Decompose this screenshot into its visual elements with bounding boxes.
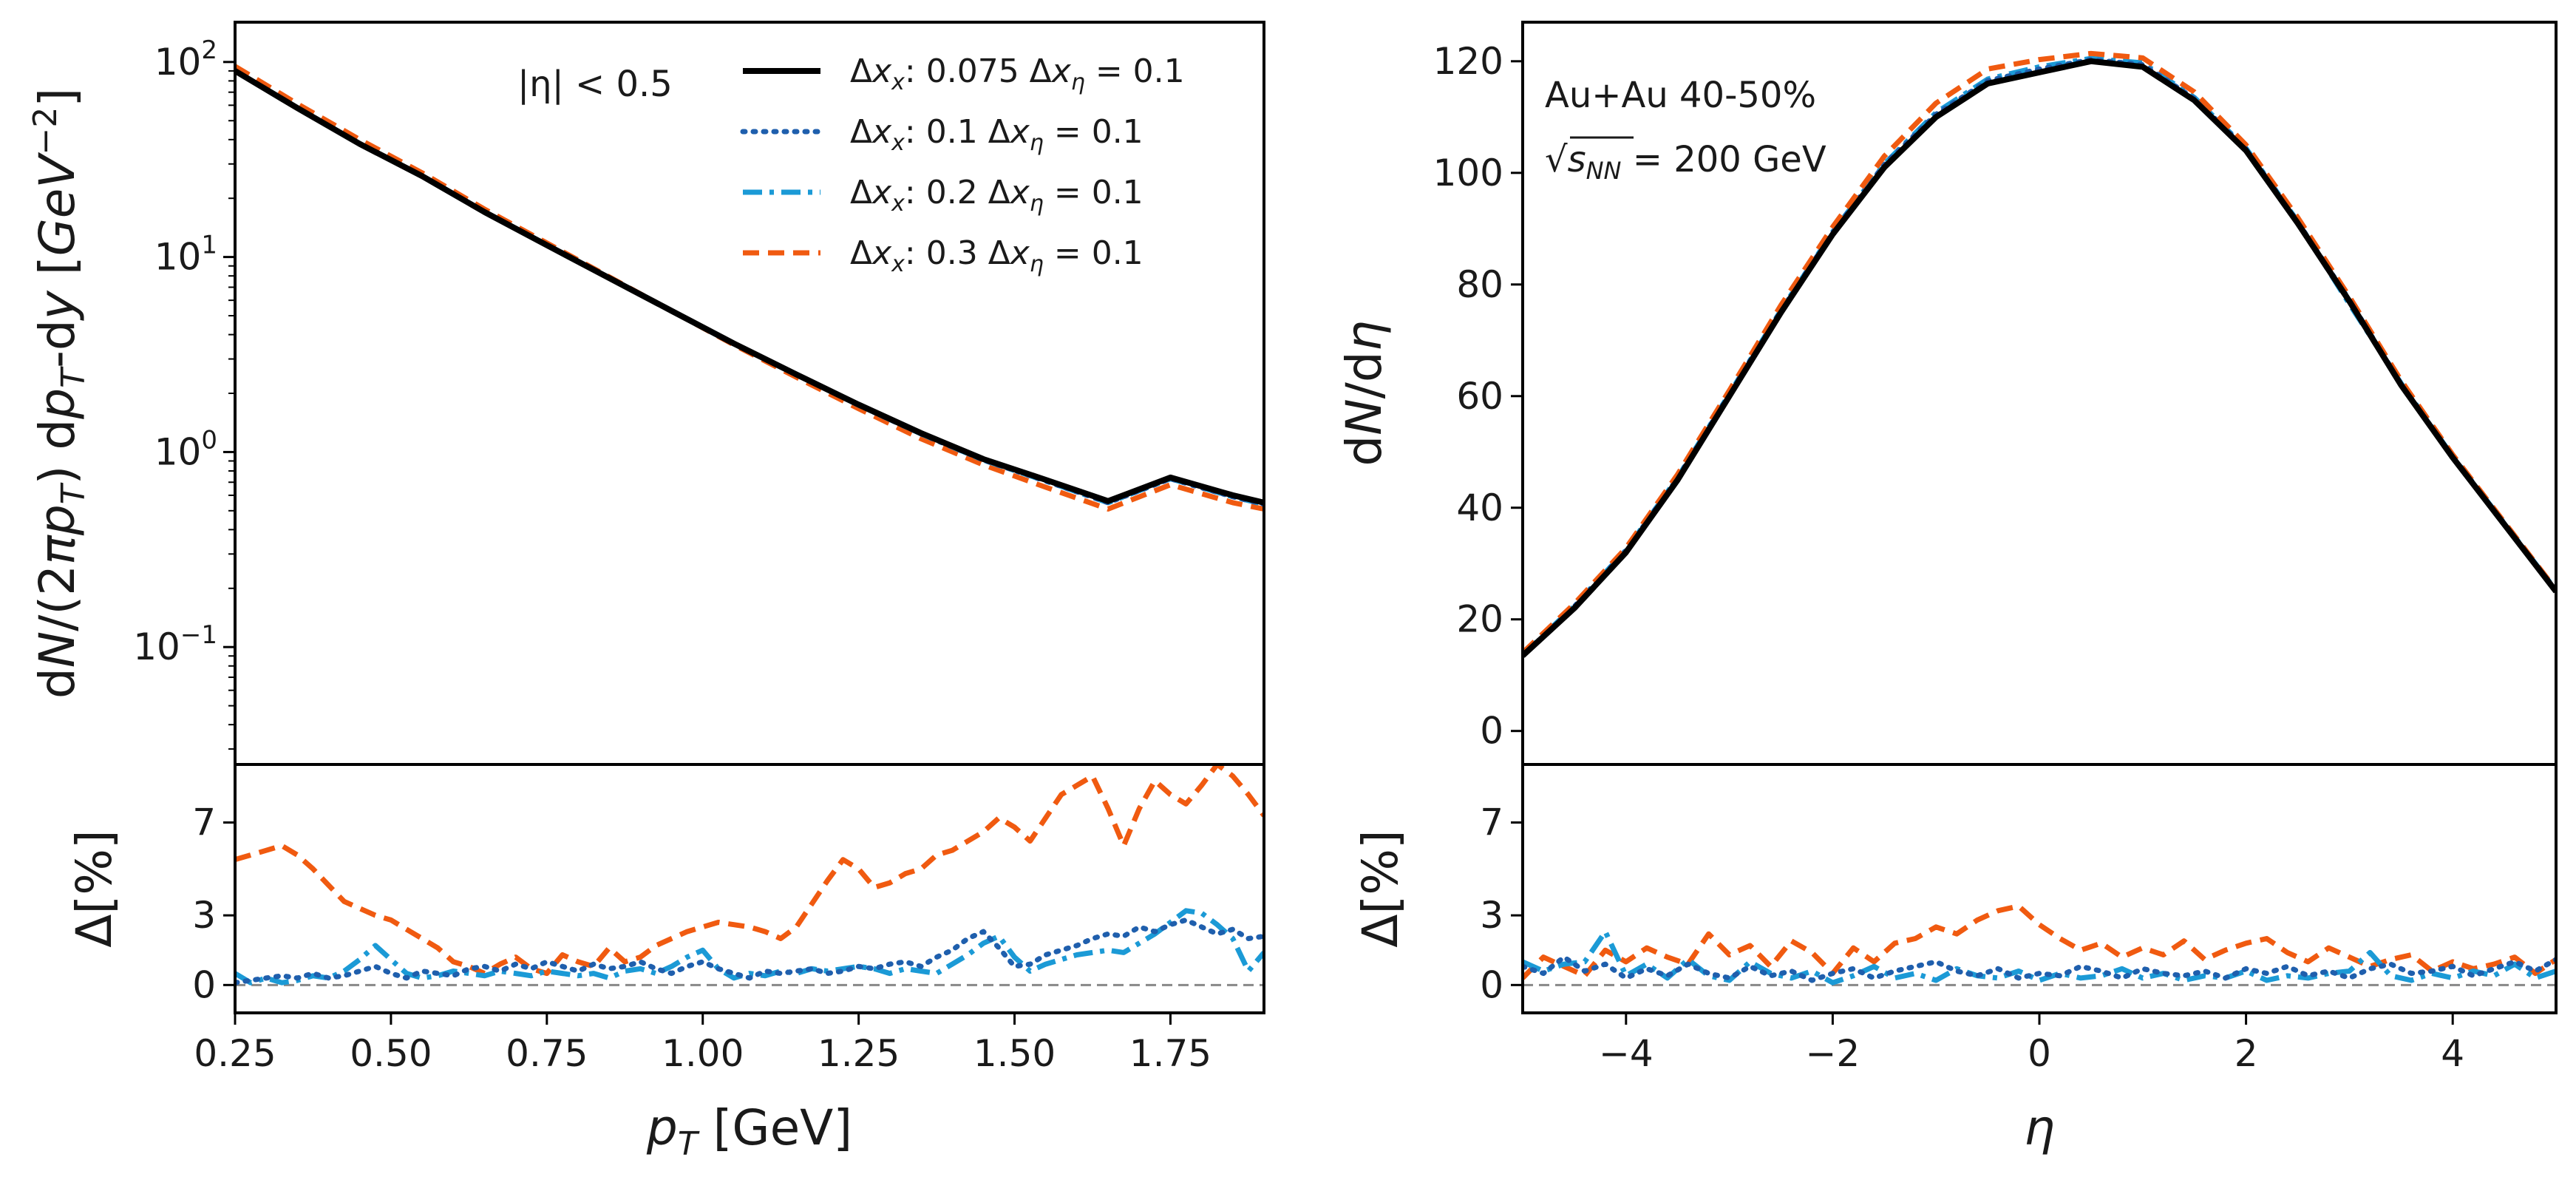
dndeta-ratio-series-4 <box>1523 903 2556 980</box>
spectrum-ratio-xtick-label: 1.25 <box>818 1032 900 1075</box>
spectrum-ytick-label: 100 <box>154 425 217 473</box>
dndeta-ratio-xtick-label: −2 <box>1806 1032 1860 1075</box>
spectrum-ratio-ytick-label: 3 <box>192 894 216 937</box>
legend-label-2: Δxx: 0.1 Δxη = 0.1 <box>850 113 1143 156</box>
dndeta-ytick-label: 100 <box>1433 152 1503 194</box>
spectrum-series-1 <box>235 68 1264 506</box>
dndeta-ytick-label: 60 <box>1456 375 1503 418</box>
spectrum-ratio-series-3 <box>235 908 1264 986</box>
dndeta-ratio-series-2 <box>1523 954 2556 983</box>
dndeta-frame <box>1521 21 2558 766</box>
spectrum-ratio-frame <box>234 763 1265 1014</box>
dndeta-ytick-label: 80 <box>1456 263 1503 306</box>
spectrum-ratio-xtick-label: 1.75 <box>1129 1032 1211 1075</box>
system-annotation: Au+Au 40-50% <box>1545 75 1816 116</box>
spectrum-ratio-ytick-label: 7 <box>192 801 216 844</box>
dndeta-ratio-ytick-label: 3 <box>1480 894 1503 937</box>
dndeta-series-group <box>1523 50 2556 659</box>
spectrum-ylabel: dN/(2πpT) dpT-dy [GeV−2] <box>27 88 92 699</box>
spectrum-ratio-xtick-label: 1.00 <box>662 1032 744 1075</box>
legend: Δxx: 0.075 Δxη = 0.1 Δxx: 0.1 Δxη = 0.1 Δx… <box>740 52 1185 277</box>
dndeta-ratio-xtick-label: 0 <box>2028 1032 2051 1075</box>
dndeta-ratio-series-group <box>1523 903 2556 986</box>
spectrum-ratio-ylabel: Δ[%] <box>66 830 123 947</box>
dndeta-ytick-label: 40 <box>1456 486 1503 529</box>
dndeta-ratio-ylabel: Δ[%] <box>1352 830 1409 947</box>
dndeta-ytick-label: 120 <box>1433 40 1503 83</box>
legend-label-4: Δxx: 0.3 Δxη = 0.1 <box>850 234 1143 277</box>
spectrum-ytick-label: 102 <box>154 35 217 84</box>
spectrum-ratio-xtick-label: 1.50 <box>973 1032 1056 1075</box>
spectrum-ratio-xtick-label: 0.25 <box>194 1032 276 1075</box>
spectrum-ratio-xlabel: pT [GeV] <box>646 1099 852 1163</box>
dndeta-ratio-xtick-label: −4 <box>1599 1032 1654 1075</box>
spectrum-ratio-xtick-label: 0.75 <box>506 1032 588 1075</box>
dndeta-ytick-label: 0 <box>1480 710 1503 753</box>
spectrum-series-group <box>235 64 1264 512</box>
spectrum-ratio-series-group <box>235 764 1264 986</box>
legend-label-1: Δxx: 0.075 Δxη = 0.1 <box>850 52 1185 95</box>
energy-annotation: √sNN = 200 GeV <box>1545 139 1826 185</box>
dndeta-ratio-series-3 <box>1523 929 2556 986</box>
dndeta-ytick-label: 20 <box>1456 598 1503 641</box>
dndeta-ratio-xtick-label: 4 <box>2441 1032 2464 1075</box>
dndeta-ylabel: dN/dη <box>1336 320 1393 466</box>
dndeta-ratio-xtick-label: 2 <box>2235 1032 2258 1075</box>
dndeta-series-1 <box>1523 58 2556 658</box>
legend-label-3: Δxx: 0.2 Δxη = 0.1 <box>850 174 1143 217</box>
dndeta-ratio-xlabel: η <box>2024 1099 2055 1156</box>
spectrum-ytick-label: 101 <box>154 231 217 279</box>
eta-cut-annotation: |η| < 0.5 <box>517 64 673 105</box>
dndeta-ratio-ytick-label: 0 <box>1480 963 1503 1006</box>
dndeta-ratio-ytick-label: 7 <box>1480 801 1503 844</box>
spectrum-ratio-xtick-label: 0.50 <box>350 1032 432 1075</box>
spectrum-ratio-series-4 <box>235 764 1264 977</box>
spectrum-ratio-ytick-label: 0 <box>192 963 216 1006</box>
spectrum-ratio-series-2 <box>235 917 1264 986</box>
spectrum-ytick-label: 10−1 <box>133 620 217 668</box>
